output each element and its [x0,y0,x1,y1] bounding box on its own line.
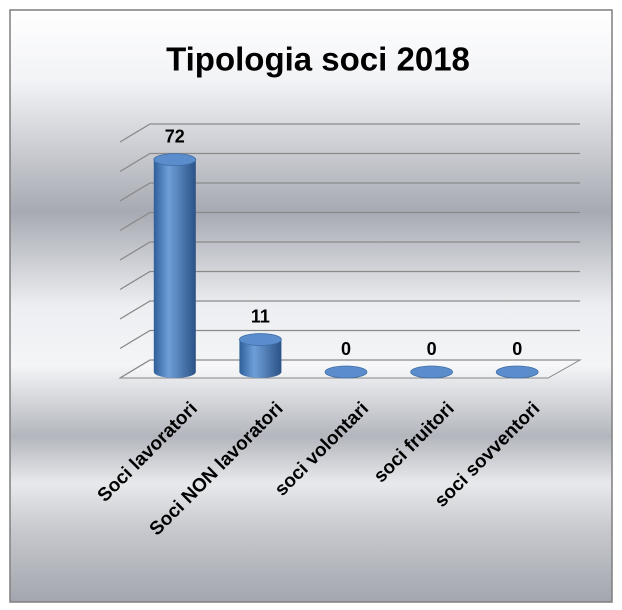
value-label: 72 [165,126,185,146]
bar [495,365,539,379]
value-label: 0 [341,339,351,359]
grid-line [119,359,580,379]
bar [153,153,197,378]
grid-line [119,329,580,350]
chart-title: Tipologia soci 2018 [166,41,470,78]
value-label: 0 [512,339,522,359]
bar-part [324,365,368,379]
bar-part [495,365,539,379]
value-label: 11 [251,306,270,326]
bar-part [239,339,282,378]
grid-line [119,300,580,320]
bar [410,365,454,379]
grid-line [119,241,580,261]
chart-frame [9,9,613,603]
bar-part [153,153,197,167]
bar [324,365,368,379]
bar-part [410,365,454,379]
grid-line [119,270,580,291]
value-label: 0 [427,339,437,359]
bar-part [153,159,196,378]
grid-line [119,182,580,202]
grid-line [119,123,580,143]
grid-line [119,152,580,173]
bar-part [238,333,282,346]
grid-line [119,211,580,232]
bar [238,333,282,378]
